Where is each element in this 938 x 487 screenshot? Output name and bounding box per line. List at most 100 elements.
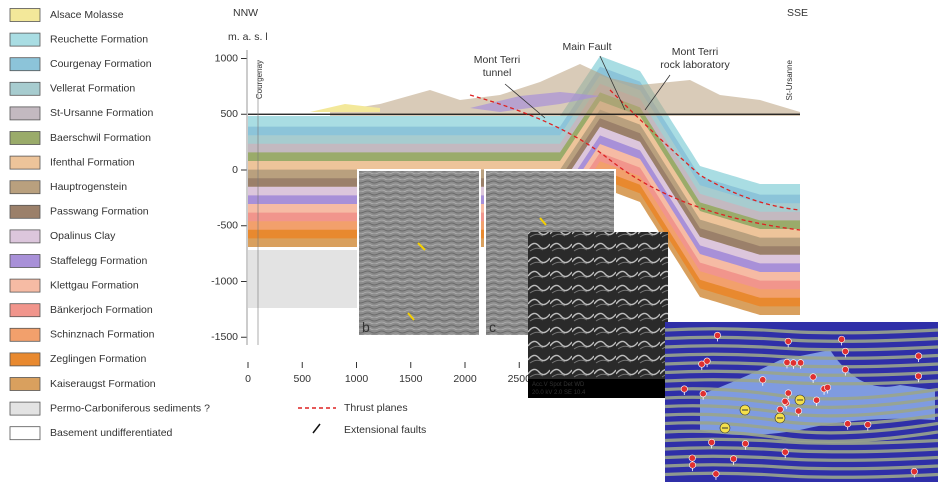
molasse bbox=[310, 104, 380, 112]
annotation: Main Fault bbox=[562, 41, 611, 53]
legend-label: Alsace Molasse bbox=[50, 9, 124, 21]
cation bbox=[689, 462, 695, 468]
figure: Alsace Molasse Reuchette Formation Courgen… bbox=[0, 0, 938, 482]
legend-label: Schinznach Formation bbox=[50, 329, 155, 341]
direction-right: SSE bbox=[787, 7, 808, 19]
cation bbox=[797, 360, 803, 366]
place-right: St-Ursanne bbox=[785, 59, 794, 100]
legend-swatch bbox=[10, 33, 40, 46]
direction-left: NNW bbox=[233, 7, 258, 19]
topography bbox=[330, 64, 800, 116]
cation bbox=[760, 377, 766, 383]
permo-block bbox=[248, 250, 368, 308]
legend-swatch bbox=[10, 402, 40, 415]
cation bbox=[790, 360, 796, 366]
x-tick-label: 2500 bbox=[508, 373, 532, 385]
y-tick-label: -500 bbox=[217, 220, 238, 232]
cation bbox=[813, 397, 819, 403]
cation bbox=[713, 471, 719, 477]
x-tick-label: 1500 bbox=[399, 373, 423, 385]
cation bbox=[915, 373, 921, 379]
legend-label: Zeglingen Formation bbox=[50, 353, 146, 365]
legend-label: Staffelegg Formation bbox=[50, 255, 147, 267]
legend-label: Reuchette Formation bbox=[50, 33, 148, 45]
cation bbox=[777, 406, 783, 412]
cation bbox=[865, 421, 871, 427]
cation bbox=[838, 336, 844, 342]
cation bbox=[795, 408, 801, 414]
line-legend-label: Thrust planes bbox=[344, 402, 408, 414]
x-tick-label: 0 bbox=[245, 373, 251, 385]
unit-label: m. a. s. l bbox=[228, 31, 268, 43]
x-tick-label: 500 bbox=[293, 373, 311, 385]
legend-label: Klettgau Formation bbox=[50, 279, 139, 291]
cation bbox=[824, 384, 830, 390]
line-legend-label: Extensional faults bbox=[344, 424, 426, 436]
cation bbox=[714, 332, 720, 338]
legend-label: Opalinus Clay bbox=[50, 230, 116, 242]
legend-swatch bbox=[10, 230, 40, 243]
annotation: rock laboratory bbox=[660, 59, 730, 71]
legend: Alsace Molasse Reuchette Formation Courgen… bbox=[10, 9, 210, 440]
legend-swatch bbox=[10, 181, 40, 194]
cation bbox=[785, 390, 791, 396]
micrograph bbox=[358, 170, 480, 336]
legend-swatch bbox=[10, 156, 40, 169]
cation bbox=[681, 386, 687, 392]
sem-info: 20.0 kV 2.0 SE 10.4 bbox=[532, 390, 586, 396]
legend-swatch bbox=[10, 427, 40, 440]
legend-swatch bbox=[10, 205, 40, 218]
cation bbox=[842, 348, 848, 354]
cation bbox=[782, 449, 788, 455]
y-tick-label: 0 bbox=[232, 164, 238, 176]
y-tick-label: -1500 bbox=[211, 331, 238, 343]
cation bbox=[689, 455, 695, 461]
sem-image bbox=[528, 232, 668, 398]
legend-label: Baerschwil Formation bbox=[50, 132, 151, 144]
cation bbox=[915, 353, 921, 359]
insets: b c Acc.V Spot Det WD 20.0 kV 2.0 SE 10.4 bbox=[358, 170, 938, 482]
legend-swatch bbox=[10, 9, 40, 22]
cation bbox=[784, 359, 790, 365]
legend-swatch bbox=[10, 82, 40, 95]
y-tick-label: 1000 bbox=[215, 52, 239, 64]
legend-label: St-Ursanne Formation bbox=[50, 107, 153, 119]
cation bbox=[708, 439, 714, 445]
x-tick-label: 2000 bbox=[453, 373, 477, 385]
legend-swatch bbox=[10, 378, 40, 391]
x-tick-label: 1000 bbox=[345, 373, 369, 385]
sem-info: Acc.V Spot Det WD bbox=[532, 382, 585, 388]
y-tick-label: -1000 bbox=[211, 275, 238, 287]
cation bbox=[730, 456, 736, 462]
place-left: Courgenay bbox=[255, 60, 264, 99]
legend-swatch bbox=[10, 304, 40, 317]
legend-label: Courgenay Formation bbox=[50, 58, 152, 70]
y-tick-label: 500 bbox=[220, 108, 238, 120]
legend-label: Hauptrogenstein bbox=[50, 181, 127, 193]
annotation: Mont Terri bbox=[474, 54, 521, 66]
cation bbox=[911, 468, 917, 474]
legend-swatch bbox=[10, 279, 40, 292]
legend-label: Bänkerjoch Formation bbox=[50, 304, 153, 316]
annotation: tunnel bbox=[483, 67, 512, 79]
panel-label: b bbox=[362, 319, 370, 335]
fault-key bbox=[313, 424, 320, 433]
legend-swatch bbox=[10, 353, 40, 366]
legend-label: Permo-Carboniferous sediments ? bbox=[50, 402, 210, 414]
cation bbox=[844, 421, 850, 427]
legend-swatch bbox=[10, 255, 40, 268]
cation bbox=[700, 391, 706, 397]
legend-swatch bbox=[10, 132, 40, 145]
cation bbox=[785, 338, 791, 344]
legend-swatch bbox=[10, 58, 40, 71]
annotation: Mont Terri bbox=[672, 46, 719, 58]
legend-swatch bbox=[10, 328, 40, 341]
legend-swatch bbox=[10, 107, 40, 120]
legend-label: Passwang Formation bbox=[50, 206, 149, 218]
legend-label: Vellerat Formation bbox=[50, 83, 135, 95]
panel-label: c bbox=[489, 319, 496, 335]
cation bbox=[810, 374, 816, 380]
legend-label: Kaiseraugst Formation bbox=[50, 378, 156, 390]
legend-label: Ifenthal Formation bbox=[50, 156, 135, 168]
cation bbox=[782, 398, 788, 404]
